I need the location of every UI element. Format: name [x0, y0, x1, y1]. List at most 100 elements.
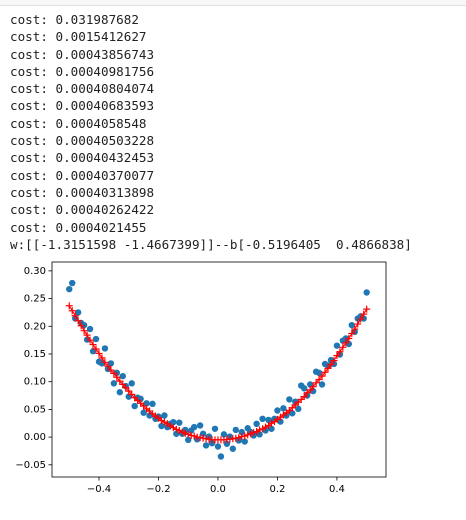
fit-marker — [110, 369, 118, 377]
output-line: cost: 0.00040503228 — [10, 133, 155, 149]
data-point — [274, 407, 281, 414]
output-line: cost: 0.00040432453 — [10, 150, 155, 166]
data-point — [220, 431, 228, 438]
data-point — [149, 400, 156, 408]
data-point — [259, 415, 266, 423]
fit-marker — [113, 373, 121, 381]
chart: −0.4 −0.2 0.0 0.2 0.4 −0.05 0.00 0.05 0.10 0.15 0.… — [15, 261, 387, 495]
y-tick-label: 0.25 — [24, 294, 46, 305]
fit-marker — [172, 425, 180, 433]
data-point — [280, 405, 287, 412]
data-point — [348, 321, 355, 329]
data-point — [289, 410, 296, 417]
data-point — [119, 372, 126, 380]
fit-marker — [312, 379, 320, 387]
output-line: cost: 0.0015412627 — [10, 29, 147, 45]
data-point — [173, 430, 180, 437]
data-point — [232, 426, 240, 434]
data-point — [241, 438, 248, 445]
output-line: w:[[-1.3151598 -1.4667399]]--b[-0.519640… — [10, 236, 412, 252]
data-point — [306, 381, 314, 388]
fit-marker — [336, 348, 344, 356]
data-point — [229, 445, 237, 452]
x-tick-label: 0.0 — [210, 484, 226, 495]
fit-marker — [175, 426, 183, 434]
fit-marker — [306, 386, 314, 394]
output-line: cost: 0.00040683593 — [10, 98, 155, 114]
data-point — [86, 325, 94, 333]
data-point — [161, 412, 168, 419]
fit-marker — [363, 305, 371, 313]
fit-marker — [178, 428, 186, 436]
data-point — [74, 309, 82, 316]
fit-marker — [357, 315, 365, 323]
fit-marker — [92, 345, 100, 353]
data-point — [217, 453, 225, 460]
fit-marker — [104, 362, 112, 370]
output-line: cost: 0.00040981756 — [10, 63, 155, 79]
fit-marker — [89, 341, 97, 349]
data-point — [176, 419, 183, 426]
y-tick-label: 0.20 — [24, 321, 46, 332]
output-line: cost: 0.00040262422 — [10, 202, 155, 218]
y-tick-label: −0.05 — [15, 460, 46, 471]
x-tick-label: 0.4 — [329, 484, 345, 495]
data-point — [253, 420, 260, 428]
x-tick-label: 0.2 — [269, 484, 285, 495]
y-tick-label: 0.30 — [24, 266, 46, 277]
data-point — [131, 402, 138, 410]
axes-frame — [51, 261, 387, 478]
data-point — [196, 422, 204, 429]
data-point — [286, 396, 293, 403]
data-point — [333, 342, 341, 349]
cell-border — [0, 0, 466, 6]
fit-marker — [86, 336, 94, 344]
fit-marker — [360, 310, 368, 318]
data-point — [107, 360, 115, 367]
data-point — [140, 409, 147, 416]
data-point — [190, 423, 198, 431]
data-point — [315, 369, 323, 377]
fit-marker — [71, 312, 79, 320]
fit-marker — [74, 317, 82, 325]
fit-marker — [122, 384, 130, 392]
fit-marker — [315, 375, 323, 383]
fit-marker — [351, 325, 359, 333]
fit-marker — [321, 368, 329, 376]
data-point — [223, 440, 231, 447]
data-point — [116, 389, 124, 396]
fit-marker — [190, 432, 198, 440]
plot-content — [65, 279, 371, 460]
fit-marker — [309, 383, 317, 391]
data-point — [110, 380, 118, 387]
fit-marker — [107, 366, 115, 374]
data-point — [238, 428, 245, 436]
data-point — [202, 442, 210, 449]
fit-marker — [262, 423, 270, 431]
data-point — [211, 425, 219, 432]
data-point — [214, 443, 222, 450]
fit-marker — [80, 327, 88, 335]
fit-marker — [169, 424, 177, 432]
data-point — [295, 405, 302, 413]
fit-marker — [116, 377, 124, 385]
fit-marker — [345, 334, 353, 342]
output-line: cost: 0.00040370077 — [10, 167, 155, 183]
fit-marker — [354, 320, 362, 328]
output-line: cost: 0.00043856743 — [10, 46, 155, 62]
data-point — [363, 289, 370, 296]
data-point — [268, 425, 275, 432]
data-point — [69, 279, 76, 287]
fit-marker — [181, 429, 189, 437]
fit-marker — [342, 339, 350, 347]
data-point — [101, 345, 109, 352]
fit-marker — [95, 349, 103, 357]
fit-marker — [244, 431, 252, 439]
data-point — [318, 381, 326, 388]
fit-marker — [235, 434, 243, 442]
output-line: cost: 0.00040313898 — [10, 184, 155, 200]
fit-marker — [330, 357, 338, 365]
fit-marker — [333, 352, 341, 360]
fit-marker — [166, 422, 174, 430]
y-tick-label: 0.10 — [24, 377, 46, 388]
